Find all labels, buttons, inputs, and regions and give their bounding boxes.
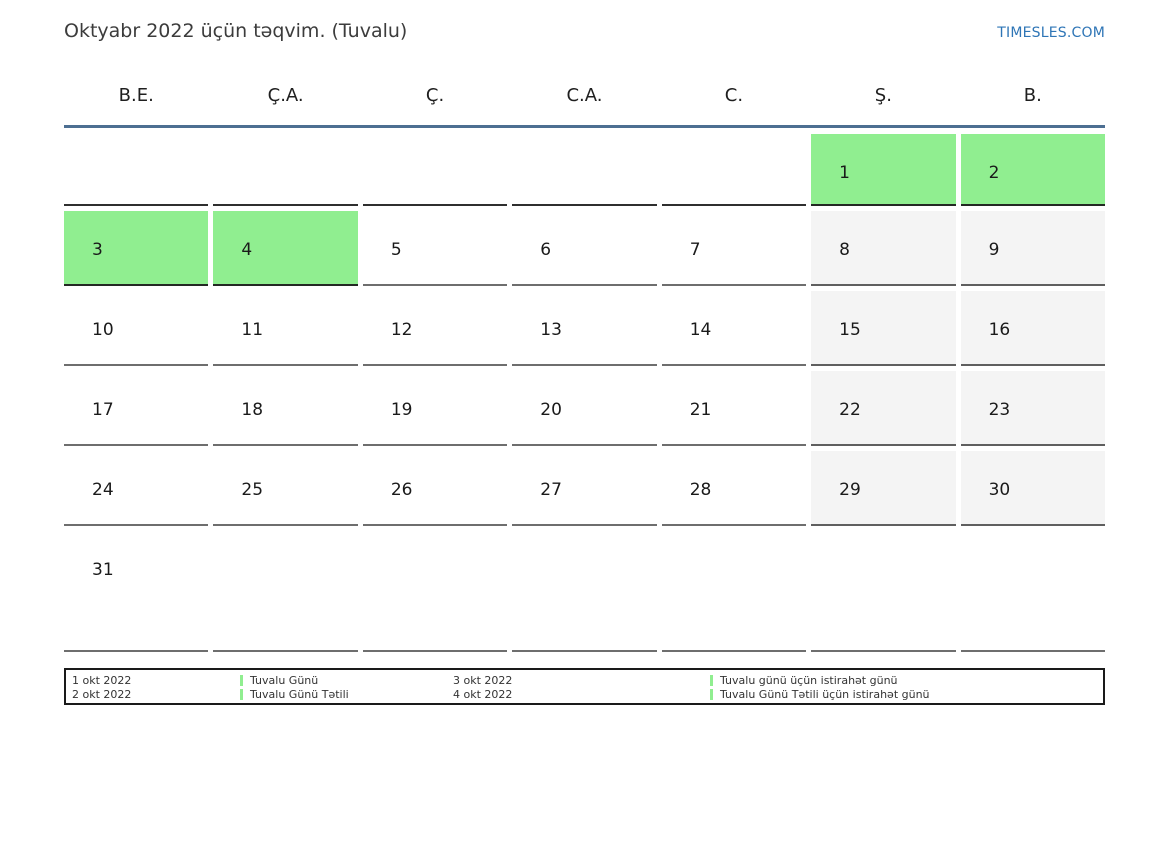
calendar-week-row: 31 (64, 531, 1105, 652)
holiday-color-bar-icon (710, 675, 713, 686)
legend-dates-group-2: 3 okt 2022 4 okt 2022 (453, 674, 512, 701)
day-cell-weekend: 16 (960, 291, 1105, 366)
day-cell-weekend: 23 (960, 371, 1105, 446)
day-cell: 21 (661, 371, 807, 446)
legend-holiday-names-group: Tuvalu Günü Tuvalu Günü Tətili (240, 674, 349, 701)
dow-label-saturday: Ş. (874, 85, 892, 106)
day-cell-weekend: 15 (811, 291, 956, 366)
legend-label: Tuvalu Günü Tətili (250, 688, 349, 701)
day-cell-holiday: 4 (213, 211, 358, 286)
top-bar: Oktyabr 2022 üçün təqvim. (Tuvalu) TIMES… (64, 20, 1105, 42)
calendar-week-row: 1 2 (64, 134, 1105, 206)
calendar-week-row: 10 11 12 13 14 15 16 (64, 291, 1105, 366)
holiday-color-bar-icon (710, 689, 713, 700)
day-cell-empty (213, 531, 358, 652)
day-cell: 11 (213, 291, 358, 366)
day-cell: 31 (64, 531, 209, 652)
day-cell-empty (213, 134, 358, 206)
day-cell-weekend: 8 (811, 211, 956, 286)
legend-observance-names-group: Tuvalu günü üçün istirahət günü Tuvalu G… (710, 674, 930, 701)
legend-date: 2 okt 2022 (72, 688, 132, 701)
dow-label-thursday: C.A. (566, 85, 603, 106)
legend-label: Tuvalu Günü (250, 674, 319, 687)
day-cell: 14 (661, 291, 807, 366)
page-title: Oktyabr 2022 üçün təqvim. (Tuvalu) (64, 20, 408, 42)
day-cell-empty (64, 134, 209, 206)
day-cell: 17 (64, 371, 209, 446)
day-cell: 27 (512, 451, 657, 526)
legend-date: 1 okt 2022 (72, 674, 132, 687)
day-cell-weekend: 30 (960, 451, 1105, 526)
day-cell-empty (960, 531, 1105, 652)
legend-label: Tuvalu Günü Tətili üçün istirahət günü (720, 688, 930, 701)
day-cell: 13 (512, 291, 657, 366)
day-cell-empty (661, 134, 807, 206)
dow-label-monday: B.E. (118, 85, 154, 106)
day-of-week-header-row: B.E. Ç.A. Ç. C.A. C. Ş. B. (64, 85, 1105, 128)
day-cell-holiday: 3 (64, 211, 209, 286)
day-cell-holiday: 1 (811, 134, 956, 206)
day-cell: 6 (512, 211, 657, 286)
calendar-week-row: 17 18 19 20 21 22 23 (64, 371, 1105, 446)
calendar-page: Oktyabr 2022 üçün təqvim. (Tuvalu) TIMES… (64, 20, 1105, 705)
holiday-color-bar-icon (240, 675, 243, 686)
day-cell: 10 (64, 291, 209, 366)
day-cell-empty (512, 531, 657, 652)
day-cell: 12 (362, 291, 508, 366)
day-cell: 20 (512, 371, 657, 446)
legend-box: 1 okt 2022 2 okt 2022 Tuvalu Günü Tuvalu… (64, 668, 1105, 705)
dow-label-sunday: B. (1023, 85, 1042, 106)
day-cell: 24 (64, 451, 209, 526)
day-cell-empty (661, 531, 807, 652)
day-cell-weekend: 9 (960, 211, 1105, 286)
day-cell-empty (362, 531, 508, 652)
legend-date: 3 okt 2022 (453, 674, 513, 687)
day-cell: 25 (213, 451, 358, 526)
day-cell: 26 (362, 451, 508, 526)
day-cell-holiday: 2 (960, 134, 1105, 206)
day-cell-empty (362, 134, 508, 206)
day-cell: 19 (362, 371, 508, 446)
day-cell-weekend: 22 (811, 371, 956, 446)
day-cell: 5 (362, 211, 508, 286)
dow-label-wednesday: Ç. (425, 85, 445, 106)
day-cell-empty (512, 134, 657, 206)
day-cell-weekend: 29 (811, 451, 956, 526)
legend-date: 4 okt 2022 (453, 688, 513, 701)
day-cell: 18 (213, 371, 358, 446)
calendar-week-row: 24 25 26 27 28 29 30 (64, 451, 1105, 526)
timesles-site-link[interactable]: TIMESLES.COM (997, 25, 1105, 41)
day-cell-empty (811, 531, 956, 652)
calendar-week-row: 3 4 5 6 7 8 9 (64, 211, 1105, 286)
legend-label: Tuvalu günü üçün istirahət günü (720, 674, 898, 687)
day-cell: 7 (661, 211, 807, 286)
dow-label-friday: C. (724, 85, 744, 106)
day-cell: 28 (661, 451, 807, 526)
holiday-color-bar-icon (240, 689, 243, 700)
dow-label-tuesday: Ç.A. (267, 85, 304, 106)
legend-dates-group-1: 1 okt 2022 2 okt 2022 (72, 674, 131, 701)
